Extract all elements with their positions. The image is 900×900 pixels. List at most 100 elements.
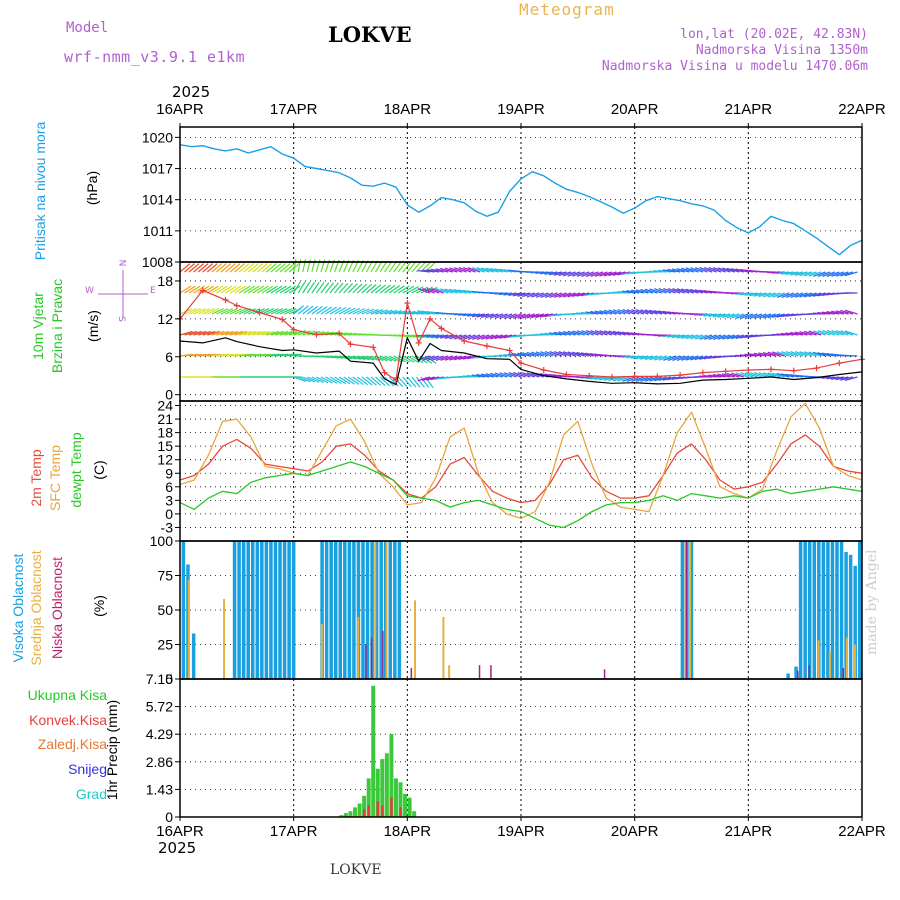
wind-arrow: [426, 334, 440, 338]
wind-arrow: [370, 376, 382, 386]
wind-arrow: [266, 308, 279, 315]
wind-arrow: [704, 334, 717, 340]
wind-arrow: [739, 354, 753, 357]
wind-arrow: [307, 376, 320, 383]
wind-arrow: [252, 308, 265, 315]
precip-bar: [348, 811, 353, 817]
wind-arrow: [421, 376, 435, 381]
wind-arrow: [407, 334, 421, 338]
cloud-bar: [223, 598, 226, 679]
wind-arrow: [749, 292, 763, 297]
wind-ylabel-sub: Brzina i Pravac: [49, 278, 65, 374]
wind-arrow: [717, 373, 731, 378]
wind-arrow: [785, 373, 799, 378]
wind-arrow: [517, 313, 531, 319]
wind-arrow: [826, 271, 840, 277]
wind-arrow: [316, 306, 328, 315]
wind-arrow: [458, 355, 472, 361]
wind-arrow: [517, 372, 531, 378]
temp-unit: (C): [91, 460, 107, 480]
wind-arrow: [844, 271, 858, 277]
wind-arrow: [284, 353, 298, 357]
wind-arrow: [776, 271, 790, 275]
cloud-bar: [264, 541, 269, 679]
wind-arrow: [763, 292, 776, 298]
wind-arrow: [722, 313, 735, 319]
compass-s: S: [115, 316, 126, 322]
wind-arrow: [370, 284, 382, 294]
wind-arrow: [435, 355, 449, 361]
gust-marker: [586, 372, 593, 379]
wind-arrow: [721, 373, 735, 378]
compass-n: N: [116, 259, 127, 267]
wind-arrow: [799, 271, 813, 277]
wind-arrow: [644, 309, 658, 315]
wind-arrow: [266, 353, 280, 357]
wind-arrow: [631, 376, 644, 383]
wind-arrow: [626, 376, 640, 382]
wind-arrow: [749, 353, 763, 357]
wind-arrow: [685, 267, 699, 273]
cloud-bar: [689, 541, 692, 679]
wind-arrow: [772, 372, 785, 378]
wind-arrow: [553, 271, 567, 276]
wind-arrow: [284, 285, 296, 294]
wind-arrow: [803, 271, 817, 277]
wind-arrow: [808, 271, 822, 277]
precip-bar: [376, 801, 380, 817]
wind-arrow: [184, 330, 198, 336]
wind-arrow: [517, 352, 531, 357]
wind-arrow: [626, 355, 640, 359]
cloud-bar: [817, 640, 820, 679]
wind-arrow: [612, 271, 626, 276]
wind-arrow: [202, 308, 215, 315]
wind-arrow: [781, 351, 795, 357]
wind-arrow: [585, 311, 599, 315]
wind-arrow: [494, 313, 508, 319]
wind-arrow: [422, 288, 435, 294]
wind-arrow: [485, 334, 499, 340]
wind-arrow: [799, 292, 813, 298]
wind-arrow: [211, 285, 224, 294]
gust-marker: [506, 347, 513, 354]
wind-arrow: [325, 282, 335, 294]
wind-arrow: [338, 376, 351, 385]
wind-arrow: [776, 292, 790, 298]
y-tick-label: -3: [161, 519, 174, 535]
wind-arrow: [320, 282, 330, 294]
year-bottom: 2025: [158, 839, 197, 857]
wind-arrow: [325, 306, 337, 315]
wind-arrow: [374, 260, 383, 273]
sfctemp-ylabel: SFC Temp: [47, 445, 63, 511]
wind-arrow: [567, 292, 581, 298]
cloud-bar: [352, 541, 356, 679]
wind-arrow: [804, 351, 817, 357]
wind-arrow: [735, 292, 749, 295]
wind-arrow: [440, 355, 454, 361]
wind-arrow: [379, 260, 388, 273]
wind-arrow: [279, 285, 292, 294]
wind-arrow: [481, 267, 494, 273]
y-tick-label: 100: [150, 533, 174, 549]
wind-arrow: [248, 353, 262, 357]
x-tick-label-bottom: 20APR: [611, 823, 659, 840]
wind-arrow: [270, 308, 284, 315]
precip-bar: [353, 807, 358, 817]
gust-marker: [540, 367, 547, 374]
wind-arrow: [197, 308, 211, 315]
wind-arrow: [453, 334, 467, 340]
wind-arrow: [708, 267, 722, 273]
wind-arrow: [717, 334, 731, 340]
wind-arrow: [198, 330, 211, 336]
temp-line-0: [179, 434, 863, 504]
wind-arrow: [334, 282, 344, 294]
wind-arrow: [549, 292, 563, 298]
precip-bar: [381, 805, 384, 817]
wind-arrow: [402, 285, 415, 294]
wind-arrow: [840, 271, 854, 277]
wind-arrow: [522, 372, 535, 378]
wind-arrow: [813, 330, 826, 336]
gust-marker: [381, 369, 388, 376]
wind-arrow: [703, 355, 717, 360]
wind-arrow: [361, 355, 375, 361]
